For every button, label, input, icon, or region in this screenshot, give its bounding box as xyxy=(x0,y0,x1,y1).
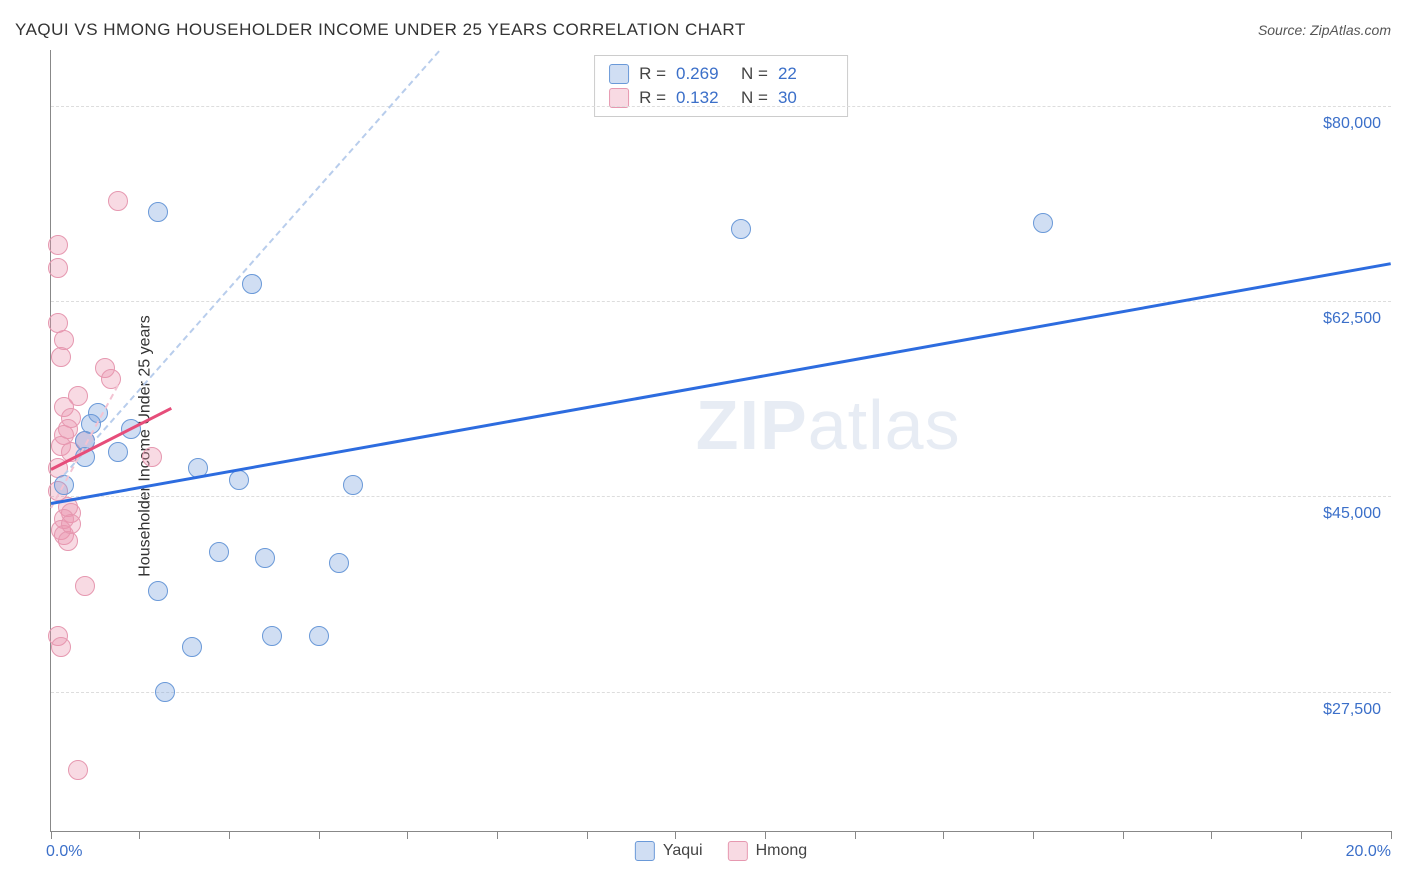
x-tick xyxy=(675,831,676,839)
x-tick xyxy=(1391,831,1392,839)
data-point-hmong xyxy=(51,637,71,657)
gridline xyxy=(51,106,1391,107)
data-point-yaqui xyxy=(1033,213,1053,233)
legend-label: Hmong xyxy=(756,842,808,860)
data-point-yaqui xyxy=(309,626,329,646)
x-tick xyxy=(319,831,320,839)
stats-legend: R =0.269N =22R =0.132N =30 xyxy=(594,55,848,117)
data-point-hmong xyxy=(48,258,68,278)
data-point-yaqui xyxy=(182,637,202,657)
x-tick xyxy=(855,831,856,839)
data-point-hmong xyxy=(142,447,162,467)
legend-swatch xyxy=(635,841,655,861)
x-tick xyxy=(229,831,230,839)
gridline xyxy=(51,301,1391,302)
legend-label: Yaqui xyxy=(663,842,703,860)
data-point-yaqui xyxy=(148,581,168,601)
y-tick-label: $62,500 xyxy=(1323,310,1381,328)
x-tick xyxy=(497,831,498,839)
data-point-hmong xyxy=(75,576,95,596)
x-tick xyxy=(407,831,408,839)
series-legend: Yaqui Hmong xyxy=(635,841,807,861)
chart-header: YAQUI VS HMONG HOUSEHOLDER INCOME UNDER … xyxy=(15,20,1391,40)
n-label: N = xyxy=(741,64,768,84)
r-label: R = xyxy=(639,64,666,84)
legend-item: Yaqui xyxy=(635,841,703,861)
data-point-yaqui xyxy=(329,553,349,573)
n-value: 22 xyxy=(778,64,833,84)
data-point-yaqui xyxy=(155,682,175,702)
r-value: 0.269 xyxy=(676,64,731,84)
watermark-rest: atlas xyxy=(808,386,961,464)
data-point-hmong xyxy=(58,531,78,551)
watermark: ZIPatlas xyxy=(696,385,961,465)
data-point-hmong xyxy=(51,347,71,367)
x-tick xyxy=(1301,831,1302,839)
legend-swatch xyxy=(609,64,629,84)
data-point-hmong xyxy=(48,235,68,255)
source-label: Source: ZipAtlas.com xyxy=(1258,22,1391,38)
data-point-yaqui xyxy=(242,274,262,294)
x-tick xyxy=(1211,831,1212,839)
data-point-yaqui xyxy=(343,475,363,495)
x-tick xyxy=(139,831,140,839)
data-point-yaqui xyxy=(731,219,751,239)
data-point-yaqui xyxy=(209,542,229,562)
x-tick xyxy=(765,831,766,839)
data-point-hmong xyxy=(61,514,81,534)
data-point-yaqui xyxy=(148,202,168,222)
data-point-hmong xyxy=(108,191,128,211)
y-tick-label: $27,500 xyxy=(1323,701,1381,719)
trend-line xyxy=(51,262,1392,505)
data-point-hmong xyxy=(68,760,88,780)
x-tick xyxy=(51,831,52,839)
y-tick-label: $80,000 xyxy=(1323,115,1381,133)
x-axis-max-label: 20.0% xyxy=(1346,843,1391,861)
gridline xyxy=(51,496,1391,497)
data-point-yaqui xyxy=(262,626,282,646)
chart-title: YAQUI VS HMONG HOUSEHOLDER INCOME UNDER … xyxy=(15,20,746,40)
x-tick xyxy=(1033,831,1034,839)
x-tick xyxy=(943,831,944,839)
trend-line-extension xyxy=(64,50,441,475)
gridline xyxy=(51,692,1391,693)
y-tick-label: $45,000 xyxy=(1323,505,1381,523)
data-point-yaqui xyxy=(108,442,128,462)
x-tick xyxy=(587,831,588,839)
legend-swatch xyxy=(728,841,748,861)
data-point-yaqui xyxy=(255,548,275,568)
watermark-bold: ZIP xyxy=(696,386,808,464)
x-axis-min-label: 0.0% xyxy=(46,843,82,861)
x-tick xyxy=(1123,831,1124,839)
legend-item: Hmong xyxy=(728,841,808,861)
stats-legend-row: R = 0.269 N = 22 xyxy=(609,62,833,86)
scatter-plot-area: ZIPatlas R =0.269N =22R =0.132N =30 0.0%… xyxy=(50,50,1391,832)
